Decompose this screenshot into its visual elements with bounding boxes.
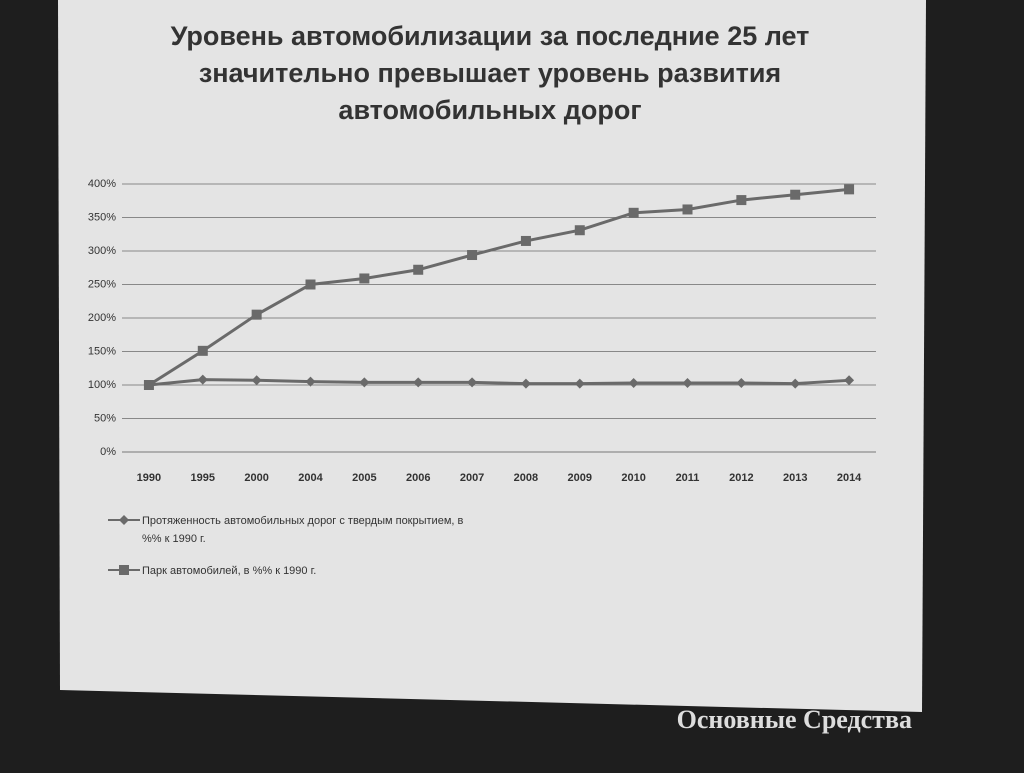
marker <box>790 378 801 389</box>
x-tick-label: 2004 <box>298 472 323 484</box>
x-tick-label: 2005 <box>352 472 376 484</box>
marker <box>844 184 855 195</box>
marker <box>682 204 693 215</box>
x-tick-label: 1990 <box>137 472 161 484</box>
x-tick-label: 2008 <box>514 472 538 484</box>
marker <box>790 189 801 200</box>
marker <box>844 375 855 386</box>
x-tick-label: 2000 <box>244 472 268 484</box>
marker <box>359 273 370 284</box>
legend-label: Парк автомобилей, в %% к 1990 г. <box>142 565 317 577</box>
y-tick-label: 350% <box>88 211 116 223</box>
marker <box>574 225 585 236</box>
x-tick-label: 2012 <box>729 472 753 484</box>
x-tick-label: 2006 <box>406 472 430 484</box>
marker <box>520 235 531 246</box>
y-tick-label: 400% <box>88 178 116 190</box>
marker <box>305 376 316 387</box>
x-tick-label: 2013 <box>783 472 807 484</box>
marker <box>736 377 747 388</box>
x-tick-label: 2009 <box>568 472 592 484</box>
y-tick-label: 50% <box>94 412 116 424</box>
marker <box>197 374 208 385</box>
watermark: Основные Средства <box>677 705 912 734</box>
marker <box>413 264 424 275</box>
marker <box>628 207 639 218</box>
marker <box>682 377 693 388</box>
marker <box>467 377 478 388</box>
x-tick-label: 2011 <box>676 472 700 484</box>
y-tick-label: 150% <box>88 345 116 357</box>
series-line <box>148 187 850 387</box>
marker <box>574 378 585 389</box>
legend-entry: Протяженность автомобильных дорог с твер… <box>142 515 464 545</box>
marker <box>251 309 262 320</box>
chart-title: Уровень автомобилизации за последние 25 … <box>170 21 810 125</box>
marker <box>119 515 129 525</box>
y-tick-label: 100% <box>88 379 116 391</box>
title-box: Уровень автомобилизации за последние 25 … <box>170 21 810 125</box>
marker <box>628 377 639 388</box>
x-tick-label: 2014 <box>837 472 862 484</box>
marker <box>520 378 531 389</box>
marker <box>413 377 424 388</box>
y-tick-label: 0% <box>100 446 116 458</box>
marker <box>467 250 478 261</box>
marker <box>143 380 154 390</box>
x-tick-label: 2010 <box>621 472 645 484</box>
y-tick-label: 300% <box>88 245 116 257</box>
y-tick-label: 200% <box>88 312 116 324</box>
marker <box>251 375 262 386</box>
y-tick-label: 250% <box>88 278 116 290</box>
legend-entry: Парк автомобилей, в %% к 1990 г. <box>142 565 317 577</box>
marker <box>119 565 129 575</box>
x-tick-label: 2007 <box>460 472 484 484</box>
legend-label: Протяженность автомобильных дорог с твер… <box>142 515 464 545</box>
series-line <box>148 378 850 387</box>
marker <box>359 377 370 388</box>
marker <box>305 279 316 290</box>
marker <box>736 195 747 206</box>
marker <box>197 345 208 356</box>
x-tick-label: 1995 <box>191 472 215 484</box>
slide <box>58 0 926 712</box>
